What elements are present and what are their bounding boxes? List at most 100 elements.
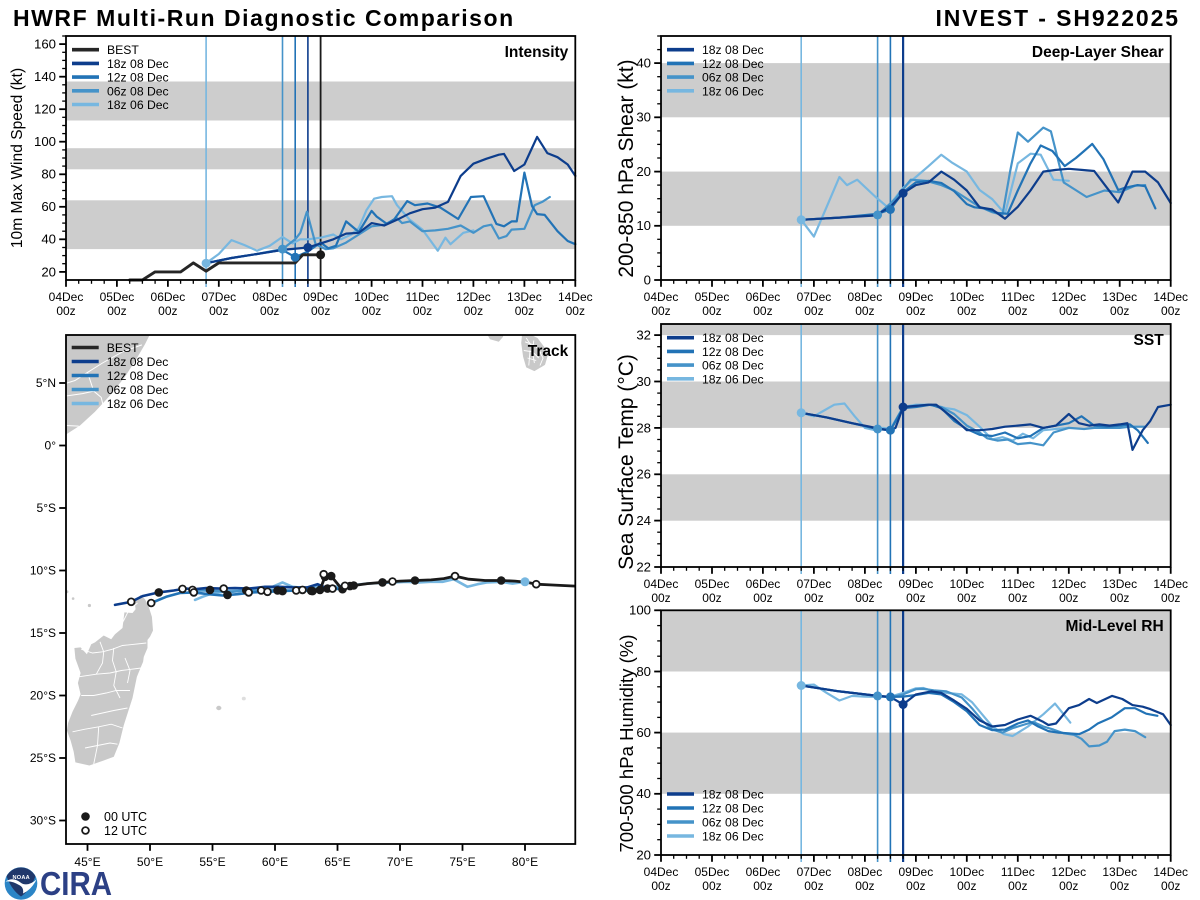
svg-text:00z: 00z: [1161, 304, 1180, 318]
svg-text:00z: 00z: [1110, 304, 1129, 318]
svg-text:100: 100: [629, 603, 651, 618]
svg-text:30: 30: [636, 110, 651, 125]
svg-text:00z: 00z: [855, 879, 874, 893]
svg-text:06z 08 Dec: 06z 08 Dec: [107, 383, 169, 397]
svg-text:04Dec: 04Dec: [49, 290, 84, 304]
svg-text:11Dec: 11Dec: [1001, 577, 1035, 591]
svg-text:00z: 00z: [855, 304, 874, 318]
svg-text:00z: 00z: [209, 304, 228, 318]
svg-text:00z: 00z: [107, 304, 126, 318]
svg-text:BEST: BEST: [107, 341, 139, 355]
svg-text:Deep-Layer Shear: Deep-Layer Shear: [1032, 44, 1164, 61]
svg-text:75°E: 75°E: [449, 855, 475, 869]
svg-text:00z: 00z: [702, 879, 721, 893]
svg-text:10Dec: 10Dec: [949, 290, 984, 304]
svg-text:00z: 00z: [1008, 879, 1027, 893]
svg-text:09Dec: 09Dec: [899, 290, 934, 304]
svg-text:60: 60: [41, 199, 56, 214]
svg-text:18z 06 Dec: 18z 06 Dec: [107, 98, 169, 112]
svg-text:0: 0: [644, 272, 651, 287]
svg-text:00z: 00z: [753, 879, 772, 893]
svg-text:06z 08 Dec: 06z 08 Dec: [702, 359, 764, 373]
svg-text:00z: 00z: [1059, 591, 1078, 605]
svg-text:00z: 00z: [413, 304, 432, 318]
svg-text:14Dec: 14Dec: [1153, 865, 1188, 879]
svg-text:05Dec: 05Dec: [695, 865, 730, 879]
svg-text:65°E: 65°E: [324, 855, 350, 869]
svg-text:00z: 00z: [311, 304, 330, 318]
svg-text:60: 60: [636, 725, 651, 740]
svg-text:80: 80: [636, 664, 651, 679]
svg-text:00z: 00z: [362, 304, 381, 318]
svg-text:07Dec: 07Dec: [201, 290, 236, 304]
svg-text:0°: 0°: [45, 439, 57, 453]
svg-text:12z 08 Dec: 12z 08 Dec: [702, 57, 764, 71]
svg-text:07Dec: 07Dec: [797, 865, 832, 879]
svg-text:20: 20: [41, 264, 56, 279]
svg-text:04Dec: 04Dec: [644, 577, 679, 591]
svg-text:05Dec: 05Dec: [695, 290, 730, 304]
svg-text:08Dec: 08Dec: [848, 865, 883, 879]
svg-text:12 UTC: 12 UTC: [104, 824, 147, 838]
svg-text:00z: 00z: [158, 304, 177, 318]
svg-text:00z: 00z: [1059, 879, 1078, 893]
svg-text:INVEST - SH922025: INVEST - SH922025: [935, 5, 1180, 31]
svg-text:18z 08 Dec: 18z 08 Dec: [107, 355, 169, 369]
svg-text:18z 06 Dec: 18z 06 Dec: [702, 372, 764, 386]
svg-text:11Dec: 11Dec: [406, 290, 440, 304]
svg-text:11Dec: 11Dec: [1001, 290, 1035, 304]
svg-text:18z 08 Dec: 18z 08 Dec: [702, 331, 764, 345]
svg-text:06z 08 Dec: 06z 08 Dec: [702, 816, 764, 830]
svg-text:00z: 00z: [804, 591, 823, 605]
svg-text:14Dec: 14Dec: [558, 290, 593, 304]
svg-text:07Dec: 07Dec: [797, 290, 832, 304]
svg-text:00z: 00z: [1110, 591, 1129, 605]
svg-text:100: 100: [34, 134, 56, 149]
svg-text:700-500 hPa Humidity (%): 700-500 hPa Humidity (%): [616, 634, 637, 852]
svg-text:12z 08 Dec: 12z 08 Dec: [107, 369, 169, 383]
svg-text:10Dec: 10Dec: [949, 865, 984, 879]
svg-text:HWRF Multi-Run Diagnostic Comp: HWRF Multi-Run Diagnostic Comparison: [13, 5, 515, 31]
svg-text:CIRA: CIRA: [40, 865, 112, 900]
svg-text:00z: 00z: [651, 879, 670, 893]
svg-text:10Dec: 10Dec: [949, 577, 984, 591]
svg-text:80°E: 80°E: [512, 855, 538, 869]
svg-text:15°S: 15°S: [30, 626, 56, 640]
svg-text:BEST: BEST: [107, 43, 139, 57]
svg-text:13Dec: 13Dec: [1102, 865, 1137, 879]
svg-text:09Dec: 09Dec: [303, 290, 338, 304]
svg-text:40: 40: [636, 56, 651, 71]
svg-text:04Dec: 04Dec: [644, 865, 679, 879]
svg-text:06Dec: 06Dec: [151, 290, 186, 304]
svg-text:12z 08 Dec: 12z 08 Dec: [107, 71, 169, 85]
svg-text:24: 24: [636, 513, 651, 528]
svg-text:07Dec: 07Dec: [797, 577, 832, 591]
svg-text:13Dec: 13Dec: [1102, 290, 1137, 304]
svg-text:00z: 00z: [1110, 879, 1129, 893]
svg-text:30°S: 30°S: [30, 814, 56, 828]
svg-text:12z 08 Dec: 12z 08 Dec: [702, 802, 764, 816]
svg-text:00z: 00z: [702, 304, 721, 318]
svg-text:00z: 00z: [804, 304, 823, 318]
svg-text:05Dec: 05Dec: [100, 290, 135, 304]
svg-text:45°E: 45°E: [74, 855, 100, 869]
svg-text:00z: 00z: [464, 304, 483, 318]
svg-text:5°N: 5°N: [36, 376, 56, 390]
svg-text:NOAA: NOAA: [13, 875, 30, 881]
svg-text:SST: SST: [1134, 332, 1165, 349]
svg-text:00z: 00z: [804, 879, 823, 893]
svg-text:08Dec: 08Dec: [848, 290, 883, 304]
svg-text:160: 160: [34, 37, 56, 52]
svg-text:Mid-Level RH: Mid-Level RH: [1066, 618, 1164, 635]
svg-text:00z: 00z: [1161, 879, 1180, 893]
svg-text:12Dec: 12Dec: [1051, 865, 1086, 879]
svg-text:18z 08 Dec: 18z 08 Dec: [107, 57, 169, 71]
svg-text:09Dec: 09Dec: [899, 577, 934, 591]
svg-text:00z: 00z: [566, 304, 585, 318]
svg-text:08Dec: 08Dec: [848, 577, 883, 591]
svg-text:18z 06 Dec: 18z 06 Dec: [107, 397, 169, 411]
svg-text:00z: 00z: [753, 591, 772, 605]
svg-text:06Dec: 06Dec: [746, 290, 781, 304]
svg-text:18z 08 Dec: 18z 08 Dec: [702, 43, 764, 57]
svg-text:06z 08 Dec: 06z 08 Dec: [107, 84, 169, 98]
